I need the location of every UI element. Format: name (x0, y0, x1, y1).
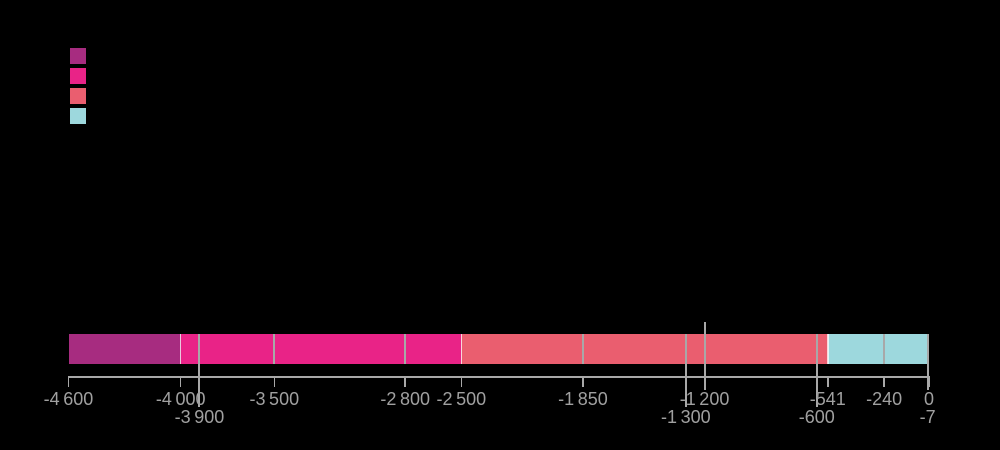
tick-label: -3 900 (174, 406, 225, 427)
event-marker-line (815, 334, 818, 407)
timeline-bar (68, 334, 930, 364)
event-marker-line (926, 334, 929, 390)
axis-tick (67, 376, 70, 387)
bar-segment-1 (68, 334, 181, 364)
legend-swatch-1 (70, 48, 86, 64)
segment-separator (179, 334, 182, 364)
tick-label: -4 000 (155, 389, 206, 409)
legend (70, 48, 86, 124)
tick-label: -2 500 (436, 389, 487, 409)
event-marker-line (703, 322, 706, 390)
axis-tick (883, 376, 885, 387)
tick-label: -1 200 (679, 389, 730, 409)
axis-tick (827, 376, 829, 387)
segment-separator (827, 334, 829, 364)
legend-swatch-2 (70, 68, 86, 84)
event-marker-line (404, 334, 407, 364)
tick-label: 0 (923, 389, 935, 409)
tick-label: -2 800 (380, 389, 431, 409)
event-marker-line (198, 334, 201, 407)
bar-segment-4 (827, 334, 929, 364)
tick-label: -1 300 (660, 406, 711, 427)
tick-label: -1 850 (558, 389, 608, 409)
axis-tick (179, 376, 182, 387)
bar-segment-2 (180, 334, 462, 364)
axis-tick (404, 376, 406, 387)
axis-tick (460, 376, 463, 387)
tick-label: -240 (866, 389, 903, 409)
axis-tick (582, 376, 584, 387)
event-marker-line (883, 334, 886, 364)
tick-label: -3 500 (249, 389, 300, 409)
segment-separator (460, 334, 463, 364)
event-marker-line (684, 334, 687, 407)
axis-tick (928, 376, 930, 387)
legend-swatch-4 (70, 108, 86, 124)
tick-label: -7 (919, 406, 936, 427)
legend-swatch-3 (70, 88, 86, 104)
x-axis-line (68, 376, 929, 378)
axis-tick (273, 376, 276, 387)
tick-label: -4 600 (43, 389, 94, 409)
event-marker-line (581, 334, 584, 364)
event-marker-line (273, 334, 276, 364)
tick-label: -600 (798, 406, 835, 427)
bar-segment-3 (461, 334, 828, 364)
tick-label: -541 (809, 389, 846, 409)
